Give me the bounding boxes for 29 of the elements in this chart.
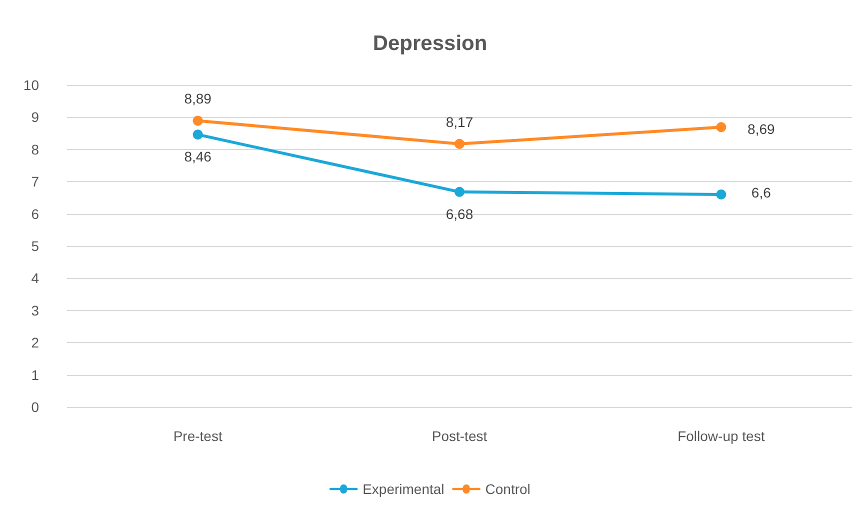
y-tick-label: 6	[31, 206, 40, 222]
data-label: 8,89	[184, 90, 212, 107]
data-label: 8,46	[184, 148, 212, 165]
y-tick-label: 2	[31, 334, 40, 351]
y-tick-label: 9	[31, 109, 40, 126]
point	[192, 116, 203, 126]
point	[454, 138, 464, 149]
x-tick-label: Pre-test	[173, 428, 222, 444]
legend-label: Experimental	[362, 481, 444, 497]
data-label: 6,6	[751, 184, 772, 200]
y-tick-label: 1	[31, 366, 40, 383]
y-tick-label: 0	[31, 399, 40, 415]
y-tick-label: 10	[23, 77, 40, 93]
point	[716, 122, 726, 132]
data-label: 8,69	[748, 121, 776, 138]
data-label: 8,17	[446, 114, 474, 130]
y-tick-label: 8	[31, 141, 40, 158]
point	[192, 130, 203, 140]
y-tick-label: 5	[31, 238, 40, 254]
chart-title: Depression	[372, 32, 488, 55]
y-tick-label: 7	[31, 174, 40, 190]
y-tick-label: 4	[31, 270, 40, 286]
point	[716, 189, 726, 200]
point	[454, 186, 464, 197]
legend-label: Control	[485, 481, 530, 497]
y-tick-label: 3	[31, 302, 40, 318]
x-tick-label: Follow-up test	[678, 428, 765, 444]
data-label: 6,68	[446, 206, 474, 222]
x-tick-label: Post-test	[432, 428, 488, 444]
